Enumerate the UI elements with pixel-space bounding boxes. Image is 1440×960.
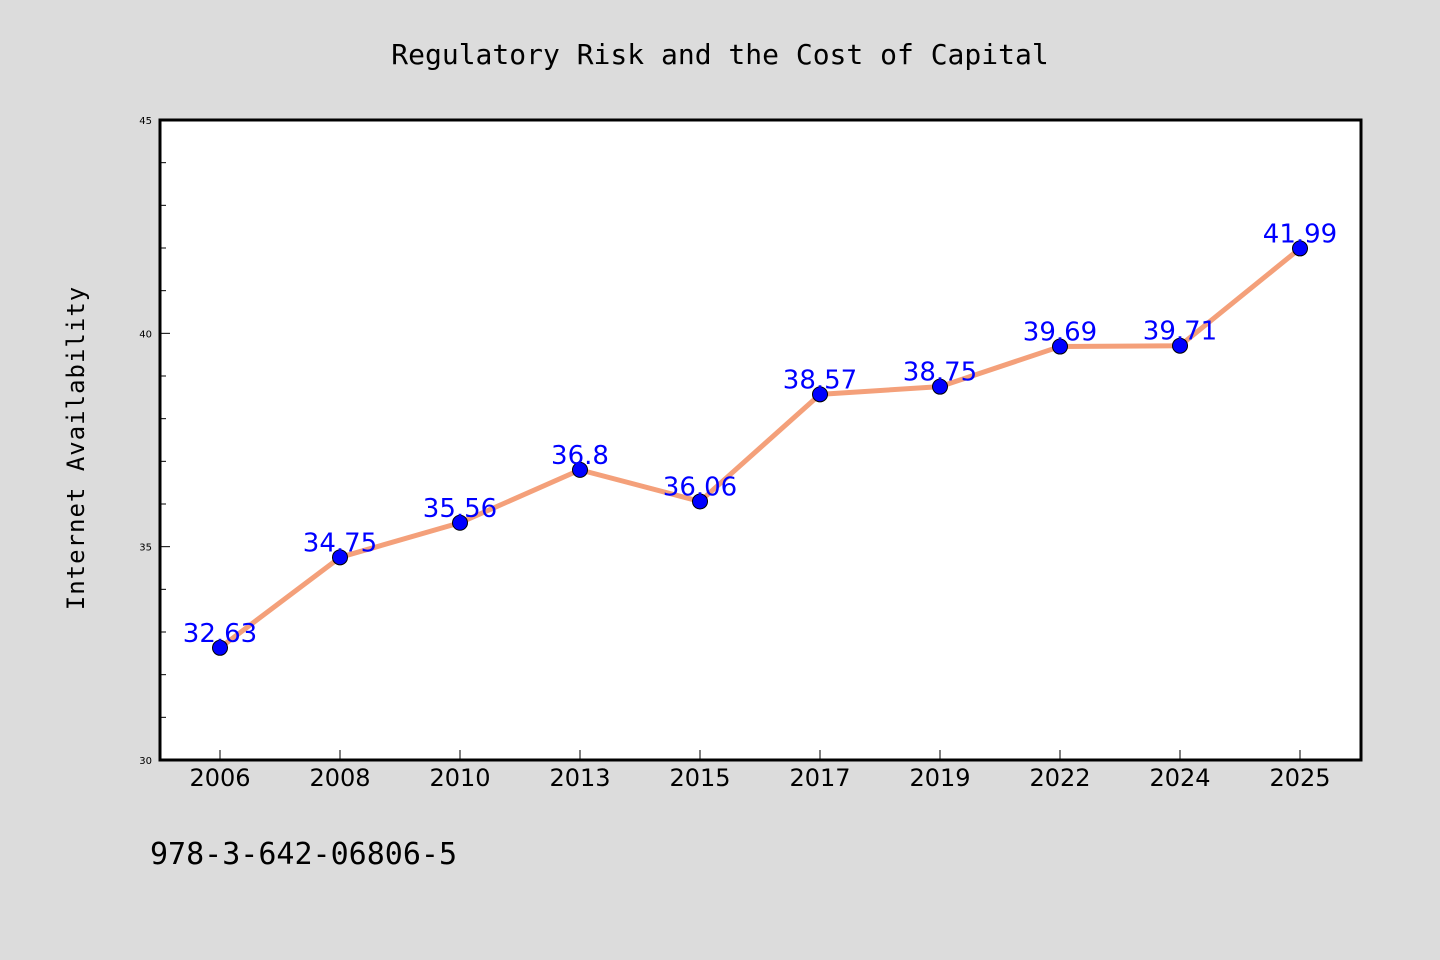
x-tick-label: 2008 [309,764,370,792]
x-tick-label: 2010 [429,764,490,792]
data-point [1292,240,1308,257]
data-point [812,386,828,403]
x-tick-label: 2013 [549,764,610,792]
data-point [932,378,948,395]
plot-area [158,118,1363,762]
y-tick-label: 40 [139,329,152,340]
data-labels: 32.63 34.75 35.56 36.8 36.06 38.57 38.75 39.69 3… [183,219,1337,648]
footnote-isbn: 978-3-642-06806-5 [150,837,457,872]
x-tick-label: 2006 [189,764,250,792]
data-label: 32.63 [183,619,257,649]
x-tick-label: 2025 [1269,764,1330,792]
series-line [217,245,1303,651]
y-tick-label: 35 [139,543,152,554]
x-tick-label: 2017 [789,764,850,792]
data-point [212,639,228,656]
data-label: 41.99 [1263,219,1337,249]
x-tick-label: 2022 [1029,764,1090,792]
y-axis-label: Internet Availability [62,286,90,610]
data-label: 39.71 [1143,317,1217,347]
data-point [332,549,348,566]
data-label: 36.06 [663,472,737,502]
x-tick-label: 2019 [909,764,970,792]
x-tick-label: 2024 [1149,764,1210,792]
data-point [692,493,708,510]
y-tick-label: 30 [139,756,152,767]
data-point [452,514,468,531]
data-label: 39.69 [1023,318,1097,348]
chart-title: Regulatory Risk and the Cost of Capital [391,38,1048,71]
data-label: 36.8 [551,441,609,471]
data-point [1052,338,1068,355]
x-axis: 2006 2008 2010 2013 2015 2017 2019 2022 2024 2025 [189,750,1331,792]
data-label: 38.57 [783,365,857,395]
data-point [1172,337,1188,354]
x-tick-label: 2015 [669,764,730,792]
data-label: 35.56 [423,494,497,524]
series-layer [212,240,1308,656]
data-label: 38.75 [903,358,977,388]
data-point [572,461,588,478]
y-tick-label: 45 [139,116,152,127]
data-label: 34.75 [303,528,377,558]
y-axis: 30 35 40 45 [139,116,170,767]
